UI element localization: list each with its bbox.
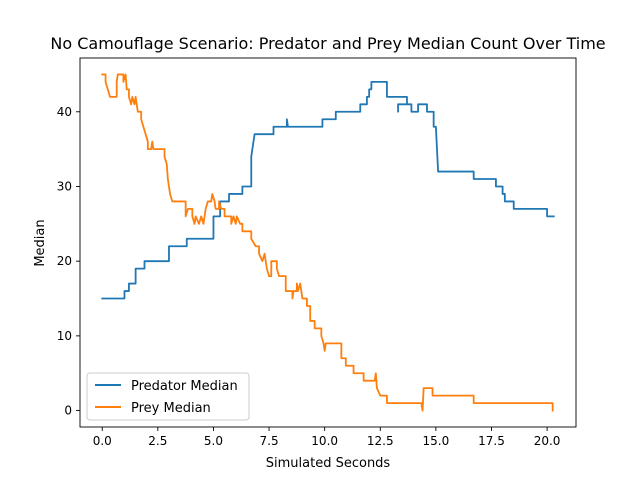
x-tick-label: 17.5 xyxy=(478,434,505,448)
x-tick-label: 2.5 xyxy=(148,434,167,448)
legend-label-predator: Predator Median xyxy=(131,379,238,394)
y-axis-label: Median xyxy=(33,219,48,266)
x-axis-label: Simulated Seconds xyxy=(266,456,391,471)
plot-frame xyxy=(79,57,577,428)
x-tick-label: 5.0 xyxy=(204,434,223,448)
legend: Predator Median Prey Median xyxy=(86,372,250,421)
x-tick-label: 15.0 xyxy=(423,434,450,448)
y-tick-label: 40 xyxy=(57,105,72,119)
x-tick-label: 0.0 xyxy=(93,434,112,448)
y-tick-label: 20 xyxy=(57,254,72,268)
x-axis-ticks: 0.0 2.5 5.0 7.5 10.0 12.5 15.0 17.5 20.0 xyxy=(93,427,561,448)
chart-title: No Camouflage Scenario: Predator and Pre… xyxy=(50,34,605,53)
series-layer xyxy=(101,73,555,412)
x-tick-label: 10.0 xyxy=(311,434,338,448)
series-line-predator-median xyxy=(101,81,555,300)
legend-label-prey: Prey Median xyxy=(131,401,211,416)
y-tick-label: 0 xyxy=(64,404,72,418)
legend-box xyxy=(86,372,250,421)
y-axis-ticks: 0 10 20 30 40 xyxy=(57,105,80,418)
y-tick-label: 10 xyxy=(57,329,72,343)
x-tick-label: 7.5 xyxy=(260,434,279,448)
plot-area xyxy=(80,58,576,427)
x-tick-label: 12.5 xyxy=(367,434,394,448)
x-tick-label: 20.0 xyxy=(534,434,561,448)
y-tick-label: 30 xyxy=(57,179,72,193)
series-line-prey-median xyxy=(101,73,554,412)
